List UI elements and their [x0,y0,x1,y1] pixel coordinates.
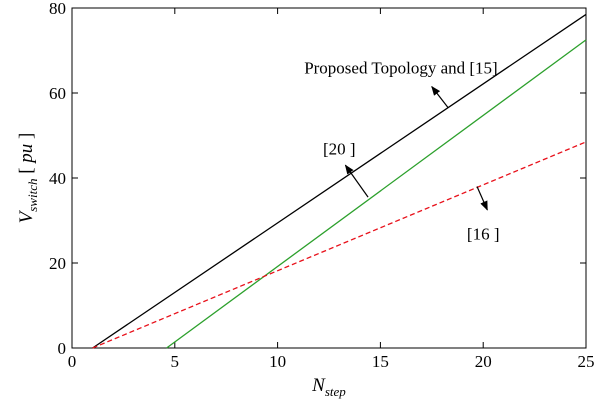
y-tick-label-2: 40 [49,169,66,188]
x-tick-label-2: 10 [269,352,286,371]
y-tick-label-3: 60 [49,84,66,103]
y-axis-title-unit: pu [16,144,37,165]
annotation-arrow-0 [431,85,449,109]
x-tick-label-1: 5 [171,352,180,371]
y-axis-title-bracket-open: [ [16,163,37,179]
annotation-label-2: [16 ] [467,224,500,243]
x-axis-title-sub: step [325,384,346,399]
y-axis-title: Vswitch [ pu ] [16,133,40,224]
x-tick-label-5: 25 [578,352,595,371]
series-group [92,13,587,349]
series-line-1 [166,39,587,349]
annotation-arrow-2 [476,186,488,211]
y-tick-label-4: 80 [49,0,66,18]
y-axis-title-sub: switch [25,179,40,212]
y-tick-label-0: 0 [58,339,67,358]
series-line-2 [92,141,587,349]
x-axis-title-main: N [311,375,326,396]
annotation-arrow-1 [344,164,369,198]
y-axis-title-main: V [16,209,37,223]
x-tick-label-0: 0 [68,352,77,371]
y-tick-label-1: 20 [49,254,66,273]
series-line-0 [92,13,587,349]
annotation-label-0: Proposed Topology and [15] [304,59,498,78]
y-axis-title-bracket-close: ] [16,133,37,144]
annotations-group: Proposed Topology and [15] [20 ] [16 ] [304,59,499,244]
axis-ticks: 0 5 10 15 20 25 0 20 40 60 80 [49,0,595,371]
x-tick-label-4: 20 [475,352,492,371]
annotation-label-1: [20 ] [323,139,356,158]
x-tick-label-3: 15 [372,352,389,371]
x-axis-title: Nstep [311,375,346,399]
